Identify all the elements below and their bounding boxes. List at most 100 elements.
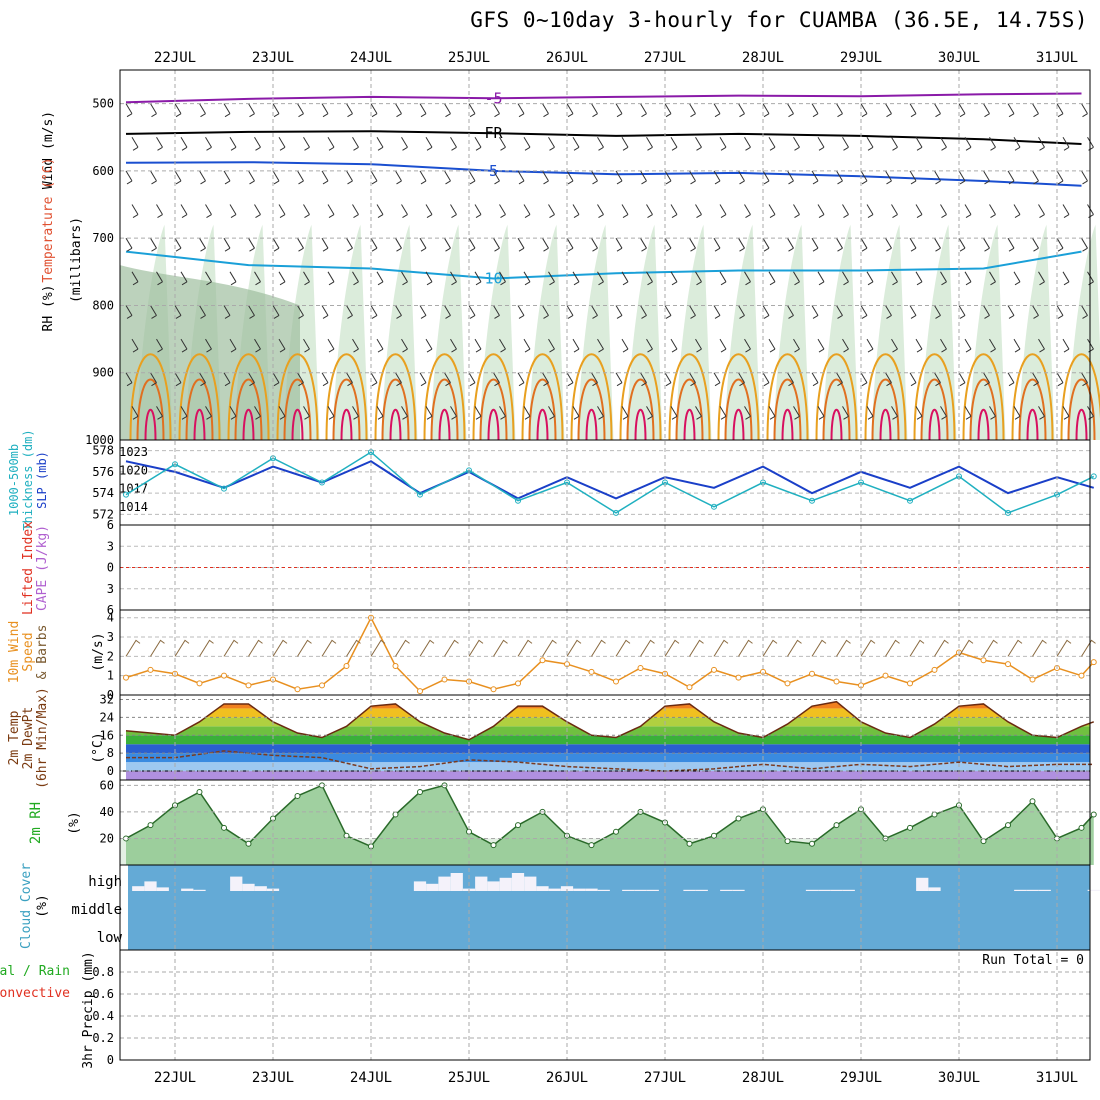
wind-barb bbox=[131, 204, 139, 218]
wind-barb bbox=[468, 305, 476, 319]
surface-wind-barb bbox=[811, 639, 827, 657]
wind-barb bbox=[909, 372, 917, 387]
wind-barb bbox=[989, 338, 996, 353]
isotherm-label: 10 bbox=[484, 270, 502, 288]
wind-barb bbox=[762, 305, 770, 319]
wind-barb bbox=[352, 338, 359, 353]
wind-barb bbox=[891, 204, 898, 218]
surface-wind-barb bbox=[885, 639, 900, 657]
wind-barb bbox=[1013, 271, 1021, 286]
wind-barb bbox=[474, 271, 482, 286]
day-label-top: 30JUL bbox=[938, 50, 980, 66]
wind-barb bbox=[793, 406, 800, 420]
wind-barb bbox=[223, 372, 231, 387]
ylabel-thickness-a: 1000-500mb bbox=[7, 444, 21, 516]
surface-wind-barb bbox=[934, 639, 949, 657]
temp-band bbox=[126, 701, 1090, 709]
wind-barb bbox=[885, 372, 892, 387]
wind-barb bbox=[376, 406, 384, 420]
wind-barb bbox=[425, 271, 433, 286]
cloud-bar-high bbox=[928, 887, 941, 891]
wind-barb bbox=[523, 204, 531, 218]
wind-barb bbox=[940, 406, 947, 420]
top-day-labels: 22JUL 23JUL 24JUL 25JUL 26JUL 27JUL 28JU… bbox=[154, 50, 1078, 66]
wind-speed-point bbox=[809, 670, 815, 677]
precip-tick: 0.4 bbox=[92, 1009, 114, 1023]
day-label-bottom: 22JUL bbox=[154, 1070, 196, 1086]
wind-barb bbox=[156, 204, 163, 218]
wind-barb bbox=[174, 372, 182, 387]
wind-barb bbox=[768, 406, 776, 420]
wind-barb bbox=[499, 338, 506, 353]
slp-line bbox=[125, 451, 1095, 514]
rh-shade-core bbox=[120, 265, 300, 440]
wind-speed-point bbox=[1005, 661, 1011, 668]
wind-barb bbox=[719, 137, 727, 151]
rh-shade-band bbox=[969, 224, 1006, 440]
wind-barb bbox=[964, 271, 972, 286]
wind-barb bbox=[395, 103, 402, 118]
wind-barb bbox=[223, 170, 231, 185]
wind-barb bbox=[566, 305, 574, 319]
rh-point bbox=[417, 788, 423, 795]
wind-barb bbox=[1007, 237, 1015, 252]
slp-tick: 1023 bbox=[119, 445, 148, 459]
cloud-bar-high bbox=[634, 889, 647, 891]
temp-contour bbox=[487, 408, 500, 441]
wind-barb bbox=[517, 372, 525, 387]
temperature-contours bbox=[129, 353, 1100, 441]
legend-total-rain: Total / Rain bbox=[0, 964, 70, 979]
wind-barb bbox=[719, 271, 727, 286]
rh-shade-band bbox=[479, 224, 516, 440]
wind-barb bbox=[1032, 170, 1039, 185]
rh-shade-band bbox=[920, 224, 957, 440]
surface-wind-barb bbox=[395, 639, 410, 657]
wind-speed-point bbox=[931, 666, 938, 673]
rh-area bbox=[126, 785, 1094, 865]
wind-barb bbox=[205, 338, 212, 353]
wind-barb bbox=[297, 372, 304, 387]
wind-barb bbox=[180, 338, 188, 353]
cloud-level-middle: middle bbox=[71, 902, 122, 918]
surface-wind-barb bbox=[591, 639, 606, 657]
run-total-label: Run Total = 0 bbox=[982, 953, 1084, 968]
rh-point bbox=[686, 840, 693, 847]
li-tick: 6 bbox=[107, 518, 114, 532]
wind-barb bbox=[254, 406, 261, 420]
wind-speed-point bbox=[1078, 672, 1085, 679]
wind-tick: 2 bbox=[107, 649, 114, 663]
wind-barb bbox=[989, 406, 996, 420]
rh-point bbox=[1029, 798, 1036, 805]
rh-point bbox=[221, 824, 227, 831]
wind-barb bbox=[468, 372, 476, 387]
wind-barb bbox=[891, 338, 898, 353]
wind-barb bbox=[787, 305, 794, 319]
wind-barb bbox=[199, 103, 206, 118]
wind-barb bbox=[229, 204, 237, 218]
wind-barb bbox=[474, 338, 482, 353]
wind-barb bbox=[664, 372, 672, 387]
wind-barb bbox=[891, 406, 898, 420]
temp-tick: 24 bbox=[100, 710, 114, 724]
wind-barb bbox=[150, 372, 157, 387]
wind-barb bbox=[811, 237, 819, 252]
panel-frame bbox=[119, 439, 1091, 526]
ylabel-2mdewpt: 2m DewPt bbox=[21, 707, 36, 770]
temp-band bbox=[126, 717, 1090, 727]
wind-speed-point bbox=[221, 672, 227, 679]
wind-barb bbox=[909, 305, 917, 319]
temp-contour bbox=[1075, 408, 1088, 441]
wind-barb bbox=[548, 271, 555, 286]
wind-barb bbox=[523, 271, 531, 286]
wind-barb bbox=[866, 271, 874, 286]
wind-barb bbox=[621, 406, 629, 420]
wind-barb bbox=[989, 271, 996, 286]
cloud-bar-high bbox=[805, 889, 819, 891]
wind-barb bbox=[817, 137, 825, 151]
ylabel-rh-pct: (%) bbox=[67, 811, 82, 834]
wind-barb bbox=[395, 237, 402, 252]
temp-contour bbox=[634, 408, 647, 441]
rh-point bbox=[588, 842, 595, 849]
rh-shade-band bbox=[332, 224, 369, 440]
